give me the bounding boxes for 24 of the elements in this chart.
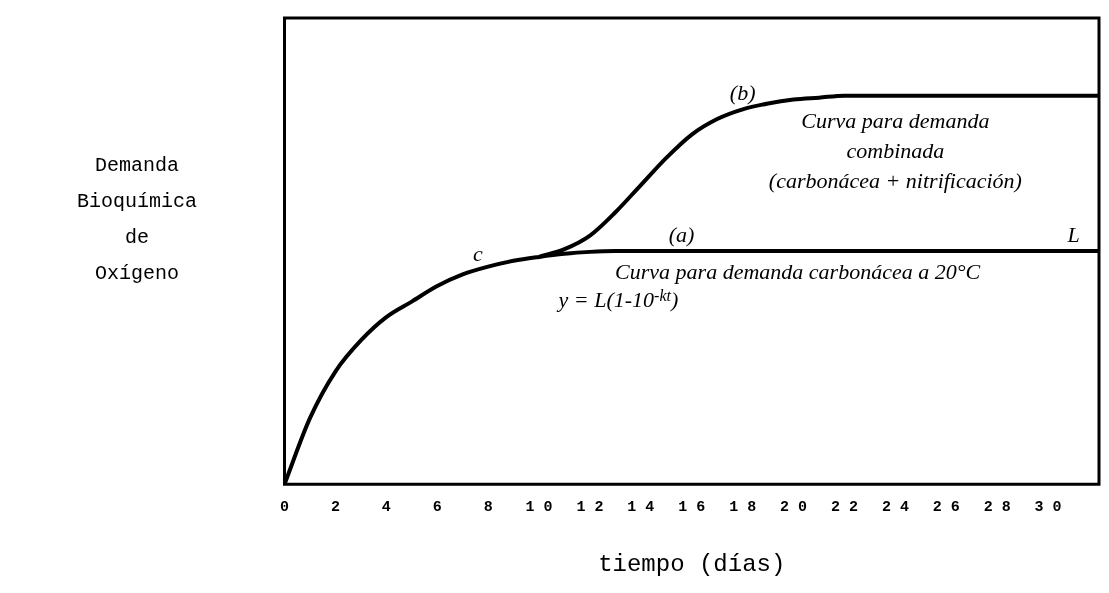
x-tick-label: 3 0 [1034, 498, 1062, 516]
annotation: (b) [729, 80, 756, 106]
annotation: (a) [668, 221, 695, 247]
x-tick-label: 1 6 [678, 498, 706, 516]
x-tick-label: 1 2 [576, 498, 604, 516]
x-tick-label: 4 [381, 498, 391, 516]
x-tick-label: 2 6 [932, 498, 960, 516]
annotation: Curva para demanda carbonácea a 20°C [615, 259, 981, 285]
annotation: Curva para demanda combinada (carbonácea + nitrificación) [768, 107, 1022, 193]
x-axis-title: tiempo (días) [598, 550, 786, 578]
x-tick-label: 1 8 [729, 498, 757, 516]
x-tick-label: 1 0 [525, 498, 553, 516]
x-tick-label: 1 4 [627, 498, 655, 516]
x-tick-label: 2 2 [830, 498, 858, 516]
x-tick-label: 8 [483, 498, 493, 516]
annotation: L [1066, 221, 1080, 247]
y-axis-title: Demanda Bioquímica de Oxígeno [76, 153, 198, 287]
x-tick-label: 2 4 [881, 498, 909, 516]
annotation: c [473, 241, 484, 267]
x-tick-label: 6 [432, 498, 442, 516]
x-tick-label: 0 [279, 498, 290, 516]
x-tick-label: 2 [330, 498, 340, 516]
x-tick-label: 2 8 [983, 498, 1011, 516]
x-tick-label: 2 0 [780, 498, 808, 516]
